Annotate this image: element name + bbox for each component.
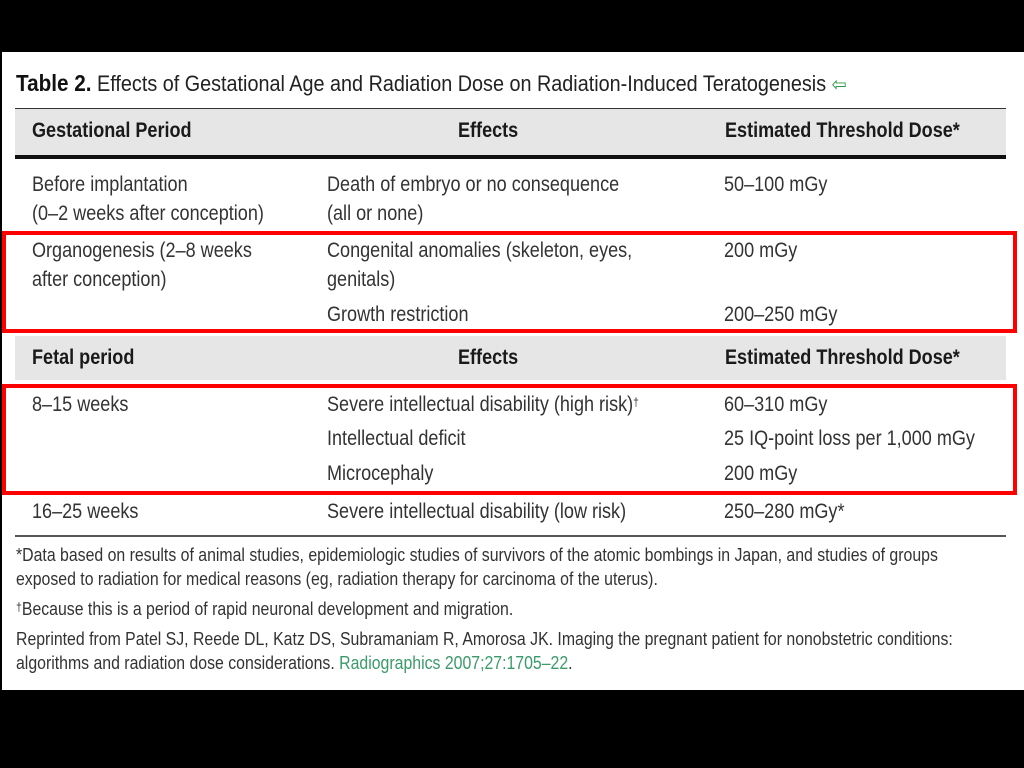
footnote-reprint: Reprinted from Patel SJ, Reede DL, Katz … [16,629,953,673]
period-cell: 16–25 weeks [32,500,139,523]
period-cell: Before implantation (0–2 weeks after con… [32,173,264,225]
dose-cell: 25 IQ-point loss per 1,000 mGy [724,427,975,450]
effect-cell: Growth restriction [327,303,469,326]
back-arrow-icon[interactable]: ⇦ [831,74,847,96]
table-title-text: Effects of Gestational Age and Radiation… [97,71,827,96]
left-edge-strip [0,52,2,690]
dose-cell: 200–250 mGy [724,303,838,326]
header-threshold-dose: Estimated Threshold Dose* [725,346,960,369]
table-header-gestational: Gestational Period Effects Estimated Thr… [15,108,1006,159]
header-threshold-dose: Estimated Threshold Dose* [725,119,960,142]
dose-cell: 60–310 mGy [724,393,828,416]
footnote-asterisk: *Data based on results of animal studies… [16,545,938,589]
dose-cell: 200 mGy [724,462,798,485]
table-title: Table 2. Effects of Gestational Age and … [16,70,847,97]
dose-cell: 250–280 mGy* [724,500,845,523]
highlight-box-8-15-weeks [2,384,1017,495]
table-number: Table 2. [16,70,92,96]
header-gestational-period: Gestational Period [32,119,192,142]
citation-link[interactable]: Radiographics 2007;27:1705–22 [339,653,569,673]
period-cell: 8–15 weeks [32,393,129,416]
effect-cell: Congenital anomalies (skeleton, eyes, ge… [327,239,633,291]
footnote-dagger: †Because this is a period of rapid neuro… [16,599,514,619]
header-fetal-period: Fetal period [32,346,135,369]
header-effects: Effects [458,346,519,369]
effect-cell: Intellectual deficit [327,427,466,450]
table-page: Table 2. Effects of Gestational Age and … [2,52,1024,690]
dagger-mark: † [633,395,639,409]
dose-cell: 50–100 mGy [724,173,828,196]
period-cell: Organogenesis (2–8 weeks after conceptio… [32,239,252,291]
effect-cell: Death of embryo or no consequence (all o… [327,173,620,225]
effect-cell: Microcephaly [327,462,434,485]
header-effects: Effects [458,119,519,142]
dose-cell: 200 mGy [724,239,798,262]
effect-cell: Severe intellectual disability (high ris… [327,393,639,416]
table-header-fetal: Fetal period Effects Estimated Threshold… [15,336,1006,380]
table-bottom-rule [15,535,1006,537]
effect-cell: Severe intellectual disability (low risk… [327,500,627,523]
highlight-box-organogenesis [2,231,1017,333]
